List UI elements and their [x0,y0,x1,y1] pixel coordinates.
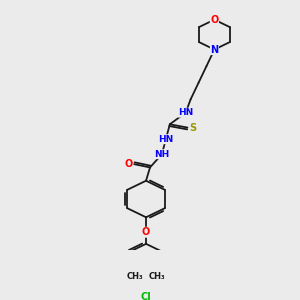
Text: NH: NH [154,150,170,159]
Text: CH₃: CH₃ [127,272,143,281]
Text: Cl: Cl [141,292,152,300]
Text: S: S [189,123,196,133]
Text: HN: HN [178,108,193,117]
Text: CH₃: CH₃ [149,272,166,281]
Text: O: O [142,227,150,237]
Text: HN: HN [158,135,173,144]
Text: O: O [124,159,132,169]
Text: N: N [210,44,218,55]
Text: O: O [210,15,218,25]
